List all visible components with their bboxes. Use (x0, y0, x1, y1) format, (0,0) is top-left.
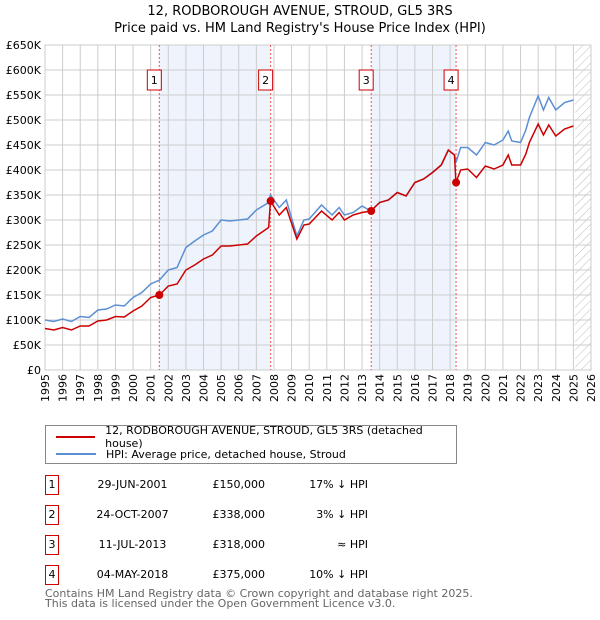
property-line (44, 122, 574, 331)
sale-hpi-diff: ≈ HPI (337, 538, 368, 551)
sale-price: £375,000 (212, 568, 266, 581)
forecast-hatch (575, 45, 591, 370)
y-tick-label: £450K (6, 139, 42, 152)
x-tick-label: 2018 (444, 374, 457, 402)
sale-hpi-diff: 17% ↓ HPI (309, 478, 368, 491)
y-tick-label: £250K (6, 239, 42, 252)
x-tick-label: 2002 (162, 374, 175, 402)
sale-date: 11-JUL-2013 (98, 538, 167, 551)
sale-row: 4 04-MAY-2018 £375,000 10% ↓ HPI (45, 565, 375, 585)
sale-point (367, 207, 376, 215)
y-tick-label: £400K (6, 164, 42, 177)
x-tick-label: 2005 (215, 374, 228, 402)
sale-number: 1 (45, 475, 59, 495)
x-tick-label: 1997 (74, 374, 87, 402)
y-tick-label: £550K (6, 89, 42, 102)
sale-label-box (258, 69, 274, 91)
x-tick-label: 2015 (391, 374, 404, 402)
sale-number: 3 (45, 535, 59, 555)
x-tick-label: 2003 (180, 374, 193, 402)
sale-point (266, 197, 275, 205)
sale-row: 3 11-JUL-2013 £318,000 ≈ HPI (45, 535, 375, 555)
y-tick-label: £300K (6, 214, 42, 227)
legend-label: HPI: Average price, detached house, Stro… (106, 447, 346, 461)
x-tick-label: 2020 (479, 374, 492, 402)
legend: 12, RODBOROUGH AVENUE, STROUD, GL5 3RS (… (45, 424, 457, 464)
x-tick-label: 2025 (567, 374, 580, 402)
x-tick-label: 2021 (497, 374, 510, 402)
y-tick-label: £100K (6, 314, 42, 327)
legend-label: 12, RODBOROUGH AVENUE, STROUD, GL5 3RS (… (105, 424, 423, 450)
sale-label-box (358, 69, 374, 91)
x-tick-label: 2017 (426, 374, 439, 402)
y-tick-label: £650K (6, 39, 42, 52)
sale-price: £318,000 (212, 538, 266, 551)
sale-row: 2 24-OCT-2007 £338,000 3% ↓ HPI (45, 505, 375, 525)
x-tick-label: 2024 (550, 374, 563, 402)
hpi-line (44, 93, 574, 323)
sale-label: 3 (363, 74, 370, 87)
sale-number: 4 (45, 565, 59, 585)
x-tick-label: 2004 (198, 374, 211, 402)
x-tick-label: 2010 (303, 374, 316, 402)
sale-hpi-diff: 3% ↓ HPI (316, 508, 368, 521)
shaded-period (159, 45, 271, 370)
x-tick-label: 2000 (127, 374, 140, 402)
sale-date: 24-OCT-2007 (96, 508, 169, 521)
plot-area: £0 £50K £100K £150K £200K £250K £300K £350K £400… (6, 39, 598, 402)
x-tick-label: 1999 (109, 374, 122, 402)
x-tick-label: 2009 (286, 374, 299, 402)
sale-label-box (146, 69, 162, 91)
y-tick-label: £600K (6, 64, 42, 77)
x-tick-label: 2022 (515, 374, 528, 402)
legend-swatch (56, 436, 96, 438)
sale-date: 29-JUN-2001 (97, 478, 168, 491)
sale-label: 4 (448, 74, 455, 87)
x-tick-label: 1996 (57, 374, 70, 402)
y-tick-label: £350K (6, 189, 42, 202)
sale-price: £150,000 (212, 478, 266, 491)
sale-hpi-diff: 10% ↓ HPI (309, 568, 368, 581)
x-tick-label: 2023 (532, 374, 545, 402)
x-tick-label: 2012 (338, 374, 351, 402)
x-tick-label: 2014 (374, 374, 387, 402)
footer-line: This data is licensed under the Open Gov… (45, 597, 396, 610)
legend-item-property: 12, RODBOROUGH AVENUE, STROUD, GL5 3RS (… (56, 424, 456, 450)
x-tick-label: 2011 (321, 374, 334, 402)
sale-price: £338,000 (212, 508, 266, 521)
x-tick-label: 2007 (250, 374, 263, 402)
x-tick-label: 2008 (268, 374, 281, 402)
legend-item-hpi: HPI: Average price, detached house, Stro… (56, 447, 346, 461)
x-tick-label: 2016 (409, 374, 422, 402)
sale-point (452, 178, 461, 187)
x-tick-label: 2013 (356, 374, 369, 402)
plot-border (44, 44, 592, 371)
sale-label-box (443, 69, 459, 91)
y-tick-label: £0 (27, 364, 41, 377)
footer: Contains HM Land Registry data © Crown c… (45, 587, 473, 610)
x-tick-label: 1998 (92, 374, 105, 402)
y-tick-label: £150K (6, 289, 42, 302)
x-tick-label: 2006 (233, 374, 246, 402)
y-tick-label: £200K (6, 264, 42, 277)
x-tick-label: 1995 (39, 374, 52, 402)
shaded-period (371, 45, 457, 370)
sale-date: 04-MAY-2018 (96, 568, 169, 581)
sale-number: 2 (45, 505, 59, 525)
sale-label: 2 (262, 74, 269, 87)
sale-label: 1 (151, 74, 158, 87)
x-tick-label: 2019 (462, 374, 475, 402)
x-tick-label: 2026 (585, 374, 598, 402)
y-tick-label: £500K (6, 114, 42, 127)
x-tick-label: 2001 (145, 374, 158, 402)
sale-row: 1 29-JUN-2001 £150,000 17% ↓ HPI (45, 475, 375, 495)
chart-subtitle: Price paid vs. HM Land Registry's House … (114, 21, 486, 36)
footer-line: Contains HM Land Registry data © Crown c… (45, 587, 473, 600)
y-tick-label: £50K (13, 339, 42, 352)
sale-point (155, 291, 164, 299)
legend-swatch (56, 453, 96, 455)
chart-title: 12, RODBOROUGH AVENUE, STROUD, GL5 3RS (147, 4, 453, 19)
